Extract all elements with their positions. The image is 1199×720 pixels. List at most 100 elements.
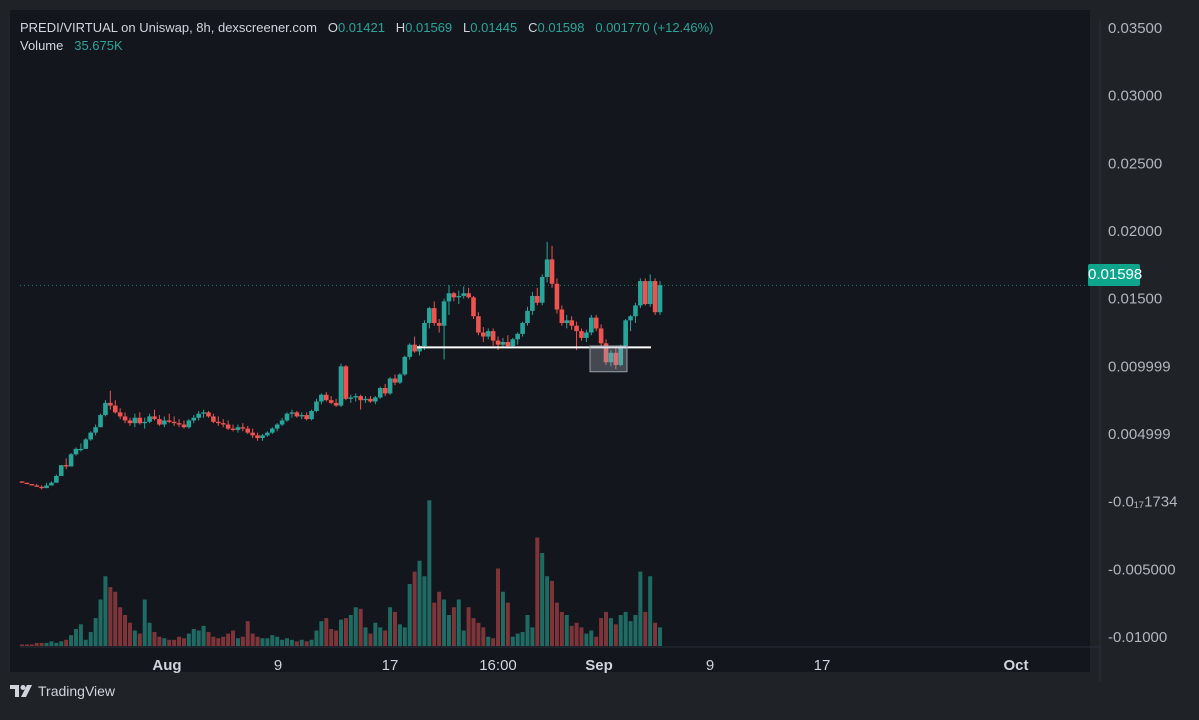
candle-body [73,448,79,455]
volume-bar [59,641,64,646]
volume-bar [599,618,604,646]
candle-body [588,317,594,333]
volume-bar [569,625,574,646]
candle-body [122,416,128,421]
volume-bar [392,611,397,646]
volume-bar [554,602,559,646]
candle-body [368,398,373,402]
volume-bar [69,635,74,646]
candle-body [422,323,427,347]
volume-bar [339,619,343,646]
candle-body [446,293,452,302]
volume-bar [584,633,589,646]
price-tick-label: 0.02000 [1108,223,1162,240]
candle-body [186,420,192,428]
volume-bar [162,638,167,646]
candle-body [63,465,69,467]
candle-body [39,486,44,489]
time-tick-label: 9 [274,657,282,674]
volume-bar [260,638,265,646]
candle-body [652,281,658,313]
volume-bar [255,636,260,646]
candle-body [250,432,255,436]
volume-bar [334,630,339,646]
candle-body [68,454,74,467]
volume-bar [235,638,240,646]
volume-legend: Volume 35.675K [20,38,123,53]
candle-body [471,297,476,317]
volume-bar [520,632,525,646]
volume-bar [78,624,83,646]
candle-body [216,421,221,424]
candle-body [382,387,388,394]
candle-body [358,396,363,401]
volume-bar [505,602,510,646]
volume-bar [324,618,329,646]
volume-bar [466,607,471,646]
candle-body [377,387,383,398]
volume-bar [358,608,363,646]
candle-body [166,420,172,422]
volume-bar [412,571,417,646]
candle-body [584,332,589,338]
volume-bar [83,639,88,646]
price-tick-label: 0.004999 [1108,426,1171,443]
candle-body [93,427,98,433]
candle-body [481,332,486,337]
candle-body [633,305,638,317]
volume-bar [211,636,216,646]
volume-bar [550,580,555,646]
price-chart[interactable]: 0.03500 0.03000 0.02500 0.02000 0.01500 0.009… [10,10,1199,720]
candle-body [112,405,118,413]
candle-body [58,465,64,476]
candle-body [29,484,35,486]
price-tick-label: 0.01500 [1108,291,1162,308]
candle-body [220,423,226,425]
volume-bar [304,641,309,646]
candle-body [417,346,422,352]
tradingview-logo[interactable]: TradingView [10,683,115,699]
price-tick-label: -0.01000 [1108,629,1167,646]
volume-bar [491,638,496,646]
candle-body [407,344,413,357]
price-tick-label: 0.03500 [1108,20,1162,37]
candle-body [137,417,143,424]
volume-bar [64,639,69,646]
candle-body [593,317,599,329]
volume-bar [309,639,314,646]
high-value: 0.01569 [405,20,453,35]
volume-bar [44,642,49,646]
candle-body [289,412,295,414]
volume-bar [564,615,569,646]
volume-bar [280,639,285,646]
candle-body [490,331,496,341]
volume-bar [417,560,422,646]
volume-bar [186,633,191,646]
candle-body [132,417,138,424]
candle-body [54,475,59,483]
volume-bar [299,639,304,646]
volume-bar [142,599,147,646]
time-tick-label: Oct [1003,657,1028,674]
candle-body [559,309,565,324]
volume-bar [20,644,24,646]
volume-bar [157,636,162,646]
candle-body [387,378,393,394]
volume-bar [530,627,535,646]
candle-body [574,325,579,332]
candle-body [461,293,466,296]
low-value: 0.01445 [470,20,518,35]
change-value: 0.001770 (+12.46%) [595,20,714,35]
chart-area[interactable]: 0.03500 0.03000 0.02500 0.02000 0.01500 0.009… [10,10,1177,682]
volume-bar [432,602,437,646]
candle-body [544,259,550,278]
volume-bar [73,628,78,646]
volume-bar [540,553,545,646]
candle-body [363,398,368,401]
volume-bar [397,624,402,646]
price-tick-label: 0.02500 [1108,155,1162,172]
candle-body [201,412,206,414]
candle-body [142,421,147,424]
candle-body [451,293,457,298]
candle-body [230,428,236,430]
